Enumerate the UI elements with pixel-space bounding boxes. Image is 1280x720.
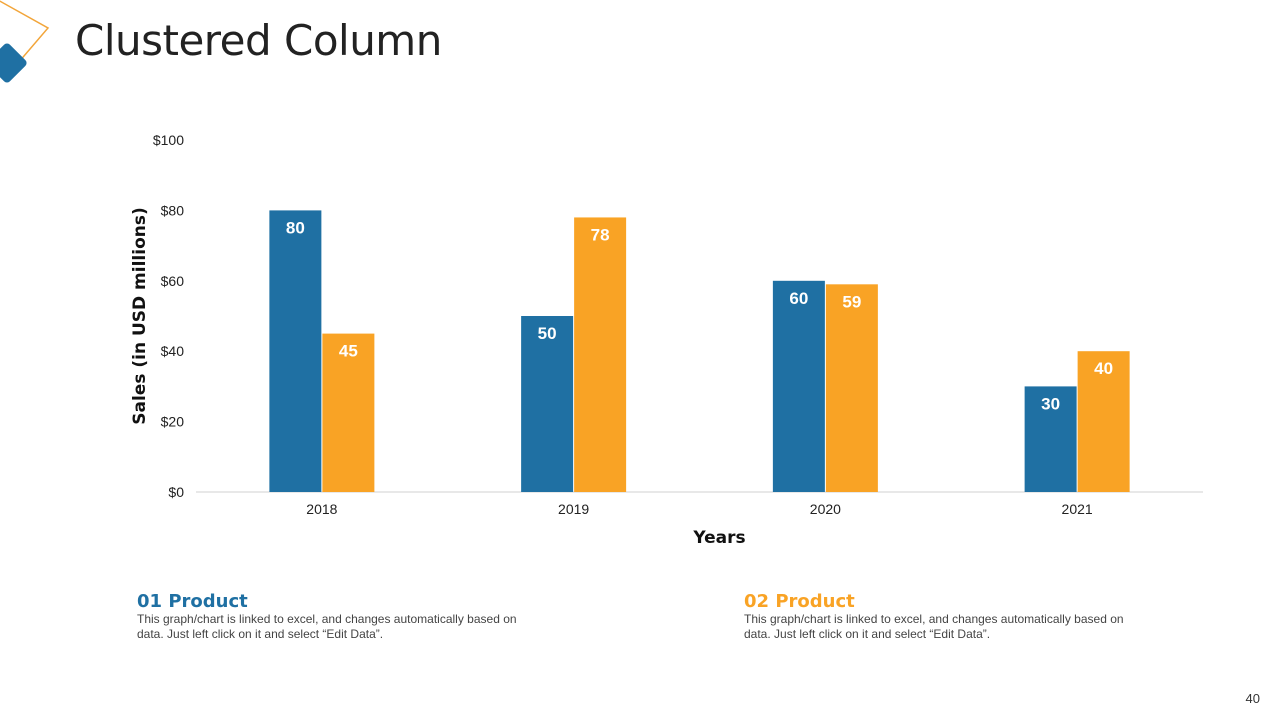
x-tick-label: 2018	[306, 501, 337, 517]
page-title: Clustered Column	[75, 16, 442, 65]
x-tick-label: 2021	[1062, 501, 1093, 517]
x-tick-label: 2019	[558, 501, 589, 517]
bar-data-label: 30	[1041, 394, 1060, 413]
legend-heading-product-1: 01 Product	[137, 591, 248, 612]
bar-2-2018	[322, 333, 375, 492]
y-axis-title: Sales (in USD millions)	[130, 207, 150, 425]
bar-1-2019	[521, 316, 574, 492]
bar-data-label: 50	[538, 324, 557, 343]
y-tick-label: $100	[153, 132, 184, 148]
y-tick-label: $0	[168, 484, 184, 500]
bar-data-label: 80	[286, 218, 305, 237]
x-axis-title: Years	[692, 528, 745, 548]
y-tick-label: $80	[161, 202, 185, 218]
bar-2-2021	[1077, 351, 1130, 492]
legend-product-2: 02 Product This graph/chart is linked to…	[744, 592, 1124, 642]
bar-1-2020	[772, 280, 825, 492]
bar-data-label: 59	[842, 292, 861, 311]
page-number: 40	[1245, 691, 1260, 706]
bar-data-label: 78	[591, 225, 610, 244]
bar-data-label: 40	[1094, 359, 1113, 378]
y-tick-label: $40	[161, 343, 185, 359]
legend-text-product-1: This graph/chart is linked to excel, and…	[137, 612, 517, 641]
bar-data-label: 45	[339, 342, 358, 361]
y-tick-label: $20	[161, 414, 185, 430]
y-tick-label: $60	[161, 273, 185, 289]
bar-1-2018	[269, 210, 322, 492]
legend-product-1: 01 Product This graph/chart is linked to…	[137, 592, 517, 642]
bar-data-label: 60	[789, 289, 808, 308]
legend-text-product-2: This graph/chart is linked to excel, and…	[744, 612, 1124, 641]
corner-decoration	[0, 0, 50, 83]
legend-heading-product-2: 02 Product	[744, 591, 855, 612]
bar-2-2020	[825, 284, 878, 492]
bar-2-2019	[574, 217, 627, 492]
bar-1-2021	[1024, 386, 1077, 492]
x-tick-label: 2020	[810, 501, 841, 517]
